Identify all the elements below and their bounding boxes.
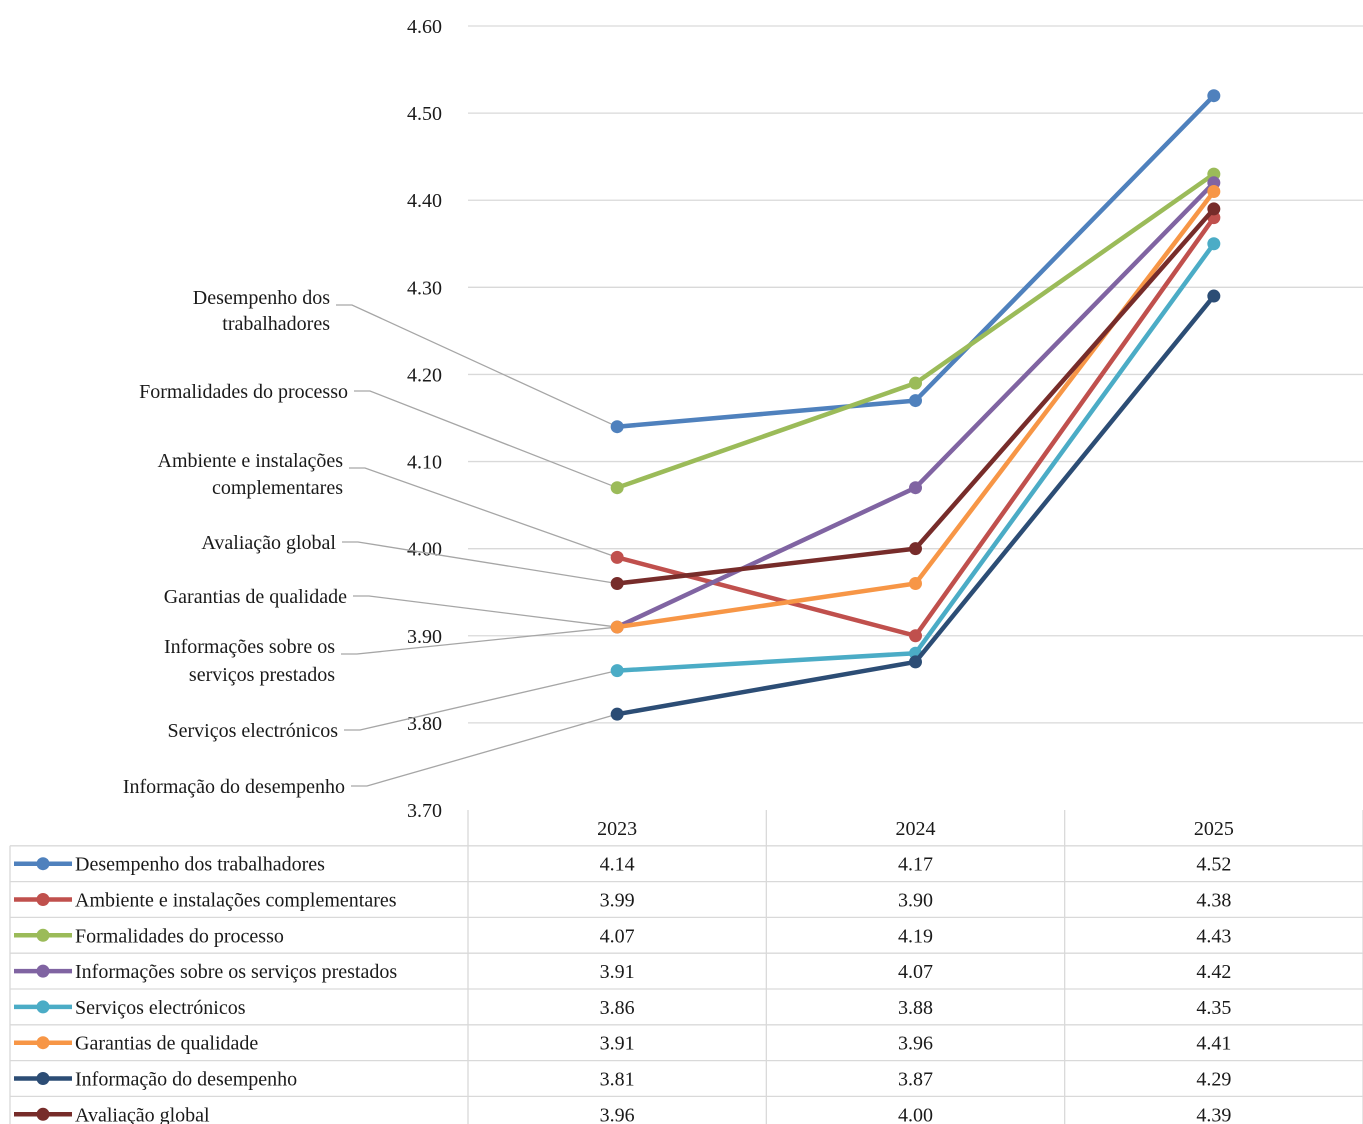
data-label: 3.90 bbox=[898, 890, 933, 912]
legend-entry: Garantias de qualidade bbox=[75, 1033, 258, 1055]
y-tick-label: 4.30 bbox=[407, 277, 442, 299]
annotation-label: Informações sobre os bbox=[164, 636, 335, 658]
legend-entry: Serviços electrónicos bbox=[75, 997, 246, 1019]
annotation-leader-line bbox=[341, 626, 618, 655]
legend-key-marker bbox=[36, 1107, 50, 1121]
y-tick-label: 4.60 bbox=[407, 16, 442, 38]
legend-key-marker bbox=[36, 964, 50, 978]
data-point bbox=[1207, 237, 1221, 251]
legend-key-marker bbox=[36, 1072, 50, 1085]
y-tick-label: 4.40 bbox=[407, 190, 442, 212]
legend-entry: Informação do desempenho bbox=[75, 1069, 297, 1091]
data-label: 4.39 bbox=[1196, 1104, 1231, 1124]
annotation-leader-line bbox=[349, 467, 618, 558]
data-label: 4.52 bbox=[1196, 854, 1231, 876]
data-point bbox=[909, 629, 922, 643]
data-label: 4.19 bbox=[898, 925, 933, 947]
data-point bbox=[909, 577, 922, 591]
data-point bbox=[1207, 185, 1221, 199]
y-tick-label: 3.70 bbox=[407, 800, 442, 822]
annotation-label: trabalhadores bbox=[222, 313, 330, 335]
x-tick-label: 2025 bbox=[1194, 818, 1234, 840]
data-label: 3.81 bbox=[600, 1069, 635, 1091]
data-point bbox=[909, 394, 922, 408]
data-point bbox=[909, 542, 922, 556]
data-point bbox=[909, 655, 922, 669]
data-table: 2023 2024 2025 Desempenho dos trabalhadores… bbox=[9, 810, 1363, 1124]
legend-entry: Avaliação global bbox=[75, 1104, 210, 1124]
annotation-label: Ambiente e instalações bbox=[158, 450, 344, 472]
data-label: 3.91 bbox=[600, 961, 635, 983]
annotation-label: complementares bbox=[212, 477, 343, 499]
x-tick-label: 2024 bbox=[896, 818, 936, 840]
data-label: 4.35 bbox=[1196, 997, 1231, 1019]
data-label: 3.96 bbox=[898, 1033, 933, 1055]
data-point bbox=[909, 376, 922, 390]
data-label: 4.41 bbox=[1196, 1033, 1231, 1055]
data-point bbox=[909, 481, 922, 495]
y-tick-label: 4.20 bbox=[407, 364, 442, 386]
annotation-leader-line bbox=[353, 595, 618, 628]
y-tick-label: 3.90 bbox=[407, 626, 442, 648]
legend-key-marker bbox=[36, 928, 50, 942]
data-label: 4.00 bbox=[898, 1104, 933, 1124]
y-tick-label: 3.80 bbox=[407, 713, 442, 735]
data-point bbox=[610, 664, 624, 678]
legend-entry: Informações sobre os serviços prestados bbox=[75, 961, 397, 983]
data-label: 3.96 bbox=[600, 1104, 635, 1124]
annotation-labels: Desempenho dos trabalhadores Formalidades … bbox=[123, 287, 348, 798]
grid-lines bbox=[468, 25, 1363, 724]
series-lines bbox=[610, 89, 1221, 721]
data-label: 4.17 bbox=[898, 854, 933, 876]
data-point bbox=[1207, 289, 1221, 303]
data-label: 4.43 bbox=[1196, 925, 1231, 947]
annotation-label: serviços prestados bbox=[189, 664, 335, 686]
series-line bbox=[614, 171, 1217, 490]
data-label: 3.88 bbox=[898, 997, 933, 1019]
data-point bbox=[610, 481, 624, 495]
y-axis-tick-labels: 3.70 3.80 3.90 4.00 4.10 4.20 4.30 4.40 4.50 4.60 bbox=[407, 16, 442, 822]
annotation-label: Desempenho dos bbox=[193, 287, 330, 309]
data-point bbox=[610, 620, 624, 634]
legend-key-marker bbox=[36, 1036, 50, 1050]
annotation-label: Informação do desempenho bbox=[123, 776, 345, 798]
annotation-label: Garantias de qualidade bbox=[164, 586, 347, 608]
data-label: 4.42 bbox=[1196, 961, 1231, 983]
data-point bbox=[610, 707, 624, 721]
annotation-leader-line bbox=[351, 713, 618, 787]
data-label: 4.29 bbox=[1196, 1069, 1231, 1091]
legend-entry: Desempenho dos trabalhadores bbox=[75, 854, 325, 876]
annotation-leader-lines bbox=[336, 304, 618, 787]
data-point bbox=[610, 577, 624, 591]
data-point bbox=[1207, 89, 1221, 103]
legend-entry: Ambiente e instalações complementares bbox=[75, 890, 397, 912]
data-label: 4.14 bbox=[600, 854, 635, 876]
annotation-label: Serviços electrónicos bbox=[168, 720, 339, 742]
data-label: 3.86 bbox=[600, 997, 635, 1019]
legend-key-marker bbox=[36, 857, 50, 871]
data-label: 4.07 bbox=[600, 925, 635, 947]
x-tick-label: 2023 bbox=[597, 818, 637, 840]
legend-key-marker bbox=[36, 893, 50, 906]
data-label: 3.99 bbox=[600, 890, 635, 912]
annotation-label: Formalidades do processo bbox=[139, 381, 348, 403]
y-tick-label: 4.00 bbox=[407, 539, 442, 561]
data-label: 4.07 bbox=[898, 961, 933, 983]
y-tick-label: 4.10 bbox=[407, 452, 442, 474]
data-point bbox=[610, 550, 624, 564]
data-label: 4.38 bbox=[1196, 890, 1231, 912]
y-tick-label: 4.50 bbox=[407, 103, 442, 125]
annotation-leader-line bbox=[344, 669, 618, 731]
data-label: 3.91 bbox=[600, 1033, 635, 1055]
data-label: 3.87 bbox=[898, 1069, 933, 1091]
annotation-leader-line bbox=[336, 304, 618, 428]
annotation-leader-line bbox=[354, 390, 618, 489]
legend-key-marker bbox=[36, 1000, 50, 1014]
data-point bbox=[610, 420, 624, 434]
data-point bbox=[1207, 202, 1221, 216]
legend-entry: Formalidades do processo bbox=[75, 925, 284, 947]
annotation-label: Avaliação global bbox=[201, 532, 336, 554]
annotation-leader-line bbox=[342, 541, 618, 585]
